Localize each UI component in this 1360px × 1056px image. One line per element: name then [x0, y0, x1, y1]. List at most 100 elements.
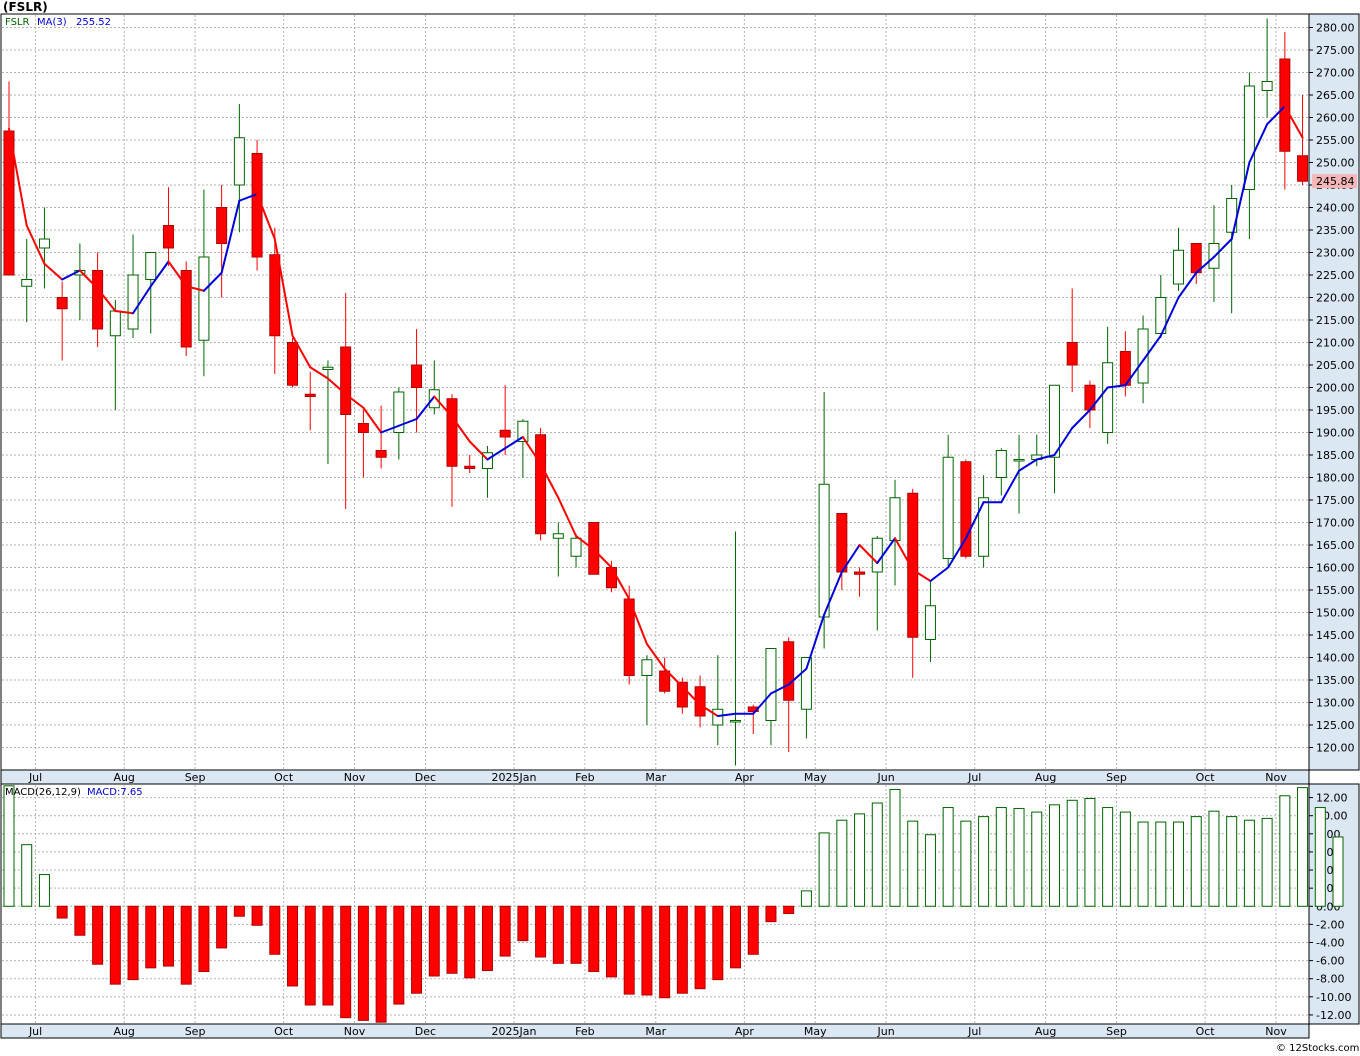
- macd-bar: [92, 905, 104, 965]
- price-tick-label: 150.00: [1316, 607, 1355, 620]
- candle-body: [428, 389, 440, 409]
- macd-bar: [836, 819, 848, 907]
- candle-body: [783, 641, 795, 701]
- macd-month-label: Nov: [344, 1025, 366, 1038]
- candle-body: [818, 483, 830, 618]
- candle-body: [1102, 362, 1114, 433]
- macd-bar: [907, 820, 919, 907]
- ma3-segment: [1266, 105, 1286, 126]
- macd-bar: [924, 834, 936, 907]
- ma3-segment: [840, 544, 861, 573]
- macd-bar: [800, 890, 812, 907]
- ma3-segment: [1159, 296, 1180, 337]
- candle-body: [127, 274, 139, 330]
- ma3-segment: [769, 683, 790, 695]
- candle-body: [712, 708, 724, 726]
- ma3-segment: [823, 571, 843, 616]
- ma3-segment: [805, 613, 826, 670]
- candle-body: [411, 364, 423, 388]
- ma3-segment: [149, 260, 170, 288]
- ma3-segment: [185, 285, 205, 292]
- ma3-segment: [592, 548, 613, 569]
- ma3-segment: [61, 269, 81, 281]
- price-tick-label: 235.00: [1316, 224, 1355, 237]
- macd-bar: [747, 905, 759, 955]
- price-tick-label: 120.00: [1316, 742, 1355, 755]
- ma3-segment: [1177, 271, 1198, 299]
- ma3-segment: [699, 703, 719, 717]
- ma3-segment: [326, 377, 347, 396]
- ma3-segment: [96, 287, 117, 312]
- candle-body: [162, 225, 174, 249]
- candle-body: [676, 681, 688, 708]
- ma3-segment: [894, 537, 914, 571]
- ma3-segment: [1088, 386, 1109, 411]
- macd-bar: [145, 905, 157, 969]
- ma3-segment: [1124, 359, 1145, 387]
- ma3-segment: [1248, 123, 1269, 164]
- ma3-segment: [1195, 256, 1215, 274]
- candle-body: [198, 256, 210, 341]
- macd-bar: [730, 905, 742, 969]
- macd-bar: [428, 905, 440, 977]
- price-tick-label: 275.00: [1316, 44, 1355, 57]
- macd-bar: [180, 905, 192, 985]
- ma3-segment: [575, 535, 595, 551]
- ma3-segment: [645, 643, 666, 670]
- candle-body: [694, 686, 706, 717]
- candle-body: [287, 342, 299, 386]
- price-tick-label: 175.00: [1316, 494, 1355, 507]
- macd-bar: [109, 905, 121, 985]
- candle-body: [517, 420, 529, 442]
- last-price-badge: [1312, 174, 1357, 189]
- candle-body: [56, 297, 68, 310]
- ma3-segment: [929, 566, 950, 582]
- macd-tick-label: -8.00: [1316, 973, 1344, 986]
- macd-tick-label: -4.00: [1316, 936, 1344, 949]
- candle-body: [1013, 459, 1025, 462]
- macd-bar: [21, 844, 33, 907]
- macd-bar: [871, 802, 883, 907]
- candle-body: [1297, 155, 1309, 182]
- macd-histogram: [3, 785, 1344, 1023]
- ma3-segment: [787, 667, 808, 686]
- macd-bar: [481, 905, 493, 972]
- copyright: © 12Stocks.com: [1276, 1043, 1359, 1054]
- ma3-segment: [557, 496, 578, 537]
- ma3-segment: [273, 238, 294, 337]
- macd-month-label: 2025Jan: [492, 1025, 537, 1038]
- macd-bar: [570, 905, 582, 964]
- candle-body: [357, 423, 369, 433]
- ma3-segment: [397, 418, 418, 427]
- macd-bar: [995, 807, 1007, 907]
- candle-body: [92, 270, 104, 330]
- price-tick-label: 145.00: [1316, 629, 1355, 642]
- macd-bar: [960, 820, 972, 907]
- price-tick-label: 180.00: [1316, 472, 1355, 485]
- price-tick-label: 170.00: [1316, 517, 1355, 530]
- ma3-segment: [167, 260, 188, 288]
- macd-month-label: Jul: [28, 1025, 42, 1038]
- price-tick-label: 205.00: [1316, 359, 1355, 372]
- macd-bar: [251, 905, 263, 926]
- candle-body: [995, 450, 1007, 478]
- macd-month-label: Aug: [113, 1025, 134, 1038]
- price-y-axis: [1308, 13, 1360, 771]
- candle-body: [464, 465, 476, 469]
- candlestick-series: [3, 18, 1309, 766]
- price-tick-label: 270.00: [1316, 67, 1355, 80]
- macd-bar: [127, 905, 139, 981]
- price-month-label: Oct: [274, 771, 294, 784]
- candle-body: [836, 513, 848, 573]
- macd-bar: [1297, 787, 1309, 907]
- macd-bar: [1314, 807, 1326, 907]
- macd-bar: [1243, 819, 1255, 907]
- price-tick-label: 165.00: [1316, 539, 1355, 552]
- macd-bar: [1066, 799, 1078, 907]
- ma3-segment: [309, 366, 329, 380]
- macd-bar: [233, 905, 245, 917]
- price-tick-label: 240.00: [1316, 202, 1355, 215]
- ma3-segment: [610, 566, 631, 600]
- ma3-segment: [1071, 409, 1091, 429]
